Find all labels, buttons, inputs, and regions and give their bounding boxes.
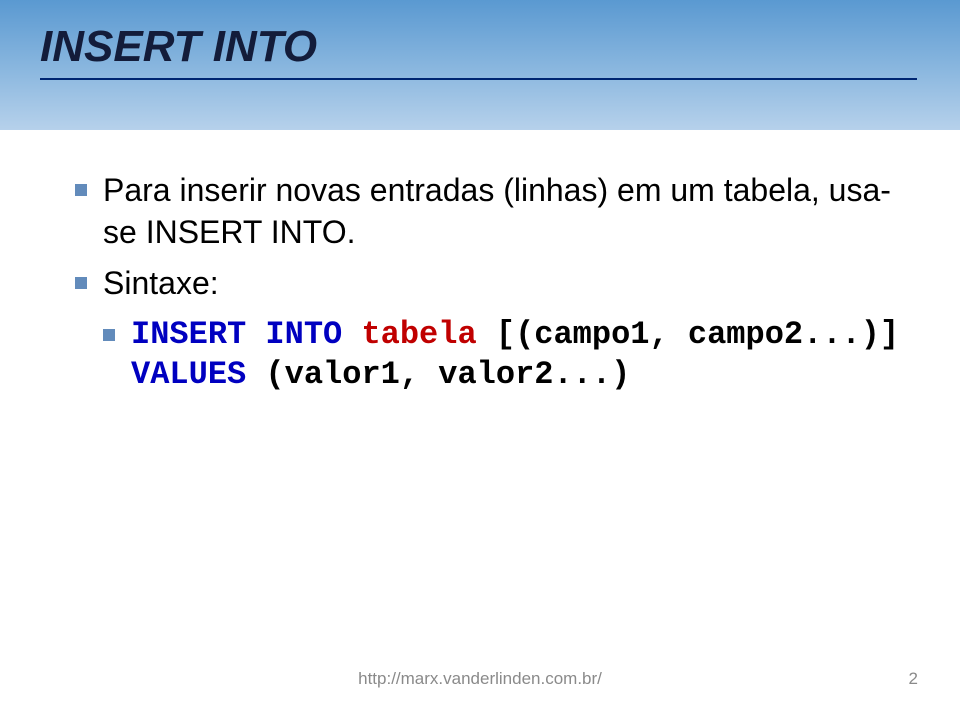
bullet-item: Sintaxe:: [75, 263, 905, 305]
slide-title: INSERT INTO: [40, 22, 917, 80]
slide-footer: http://marx.vanderlinden.com.br/ 2: [0, 669, 960, 689]
page-number: 2: [909, 669, 918, 689]
bullet-marker-icon: [103, 329, 115, 341]
bullet-marker-icon: [75, 277, 87, 289]
code-table-name: tabela: [361, 316, 476, 353]
slide-header: INSERT INTO: [0, 0, 960, 130]
code-block: INSERT INTO tabela [(campo1, campo2...)]…: [103, 315, 905, 395]
code-plain: [(campo1, campo2...)]: [477, 316, 899, 353]
bullet-item: Para inserir novas entradas (linhas) em …: [75, 170, 905, 253]
code-line: INSERT INTO tabela [(campo1, campo2...)]…: [103, 315, 905, 395]
code-text: INSERT INTO tabela [(campo1, campo2...)]…: [131, 315, 905, 395]
code-plain: (valor1, valor2...): [246, 356, 630, 393]
bullet-marker-icon: [75, 184, 87, 196]
footer-url: http://marx.vanderlinden.com.br/: [358, 669, 602, 689]
bullet-text: Sintaxe:: [103, 263, 219, 305]
code-keyword: VALUES: [131, 356, 246, 393]
bullet-text: Para inserir novas entradas (linhas) em …: [103, 170, 905, 253]
slide-content: Para inserir novas entradas (linhas) em …: [0, 130, 960, 395]
code-keyword: INSERT INTO: [131, 316, 361, 353]
